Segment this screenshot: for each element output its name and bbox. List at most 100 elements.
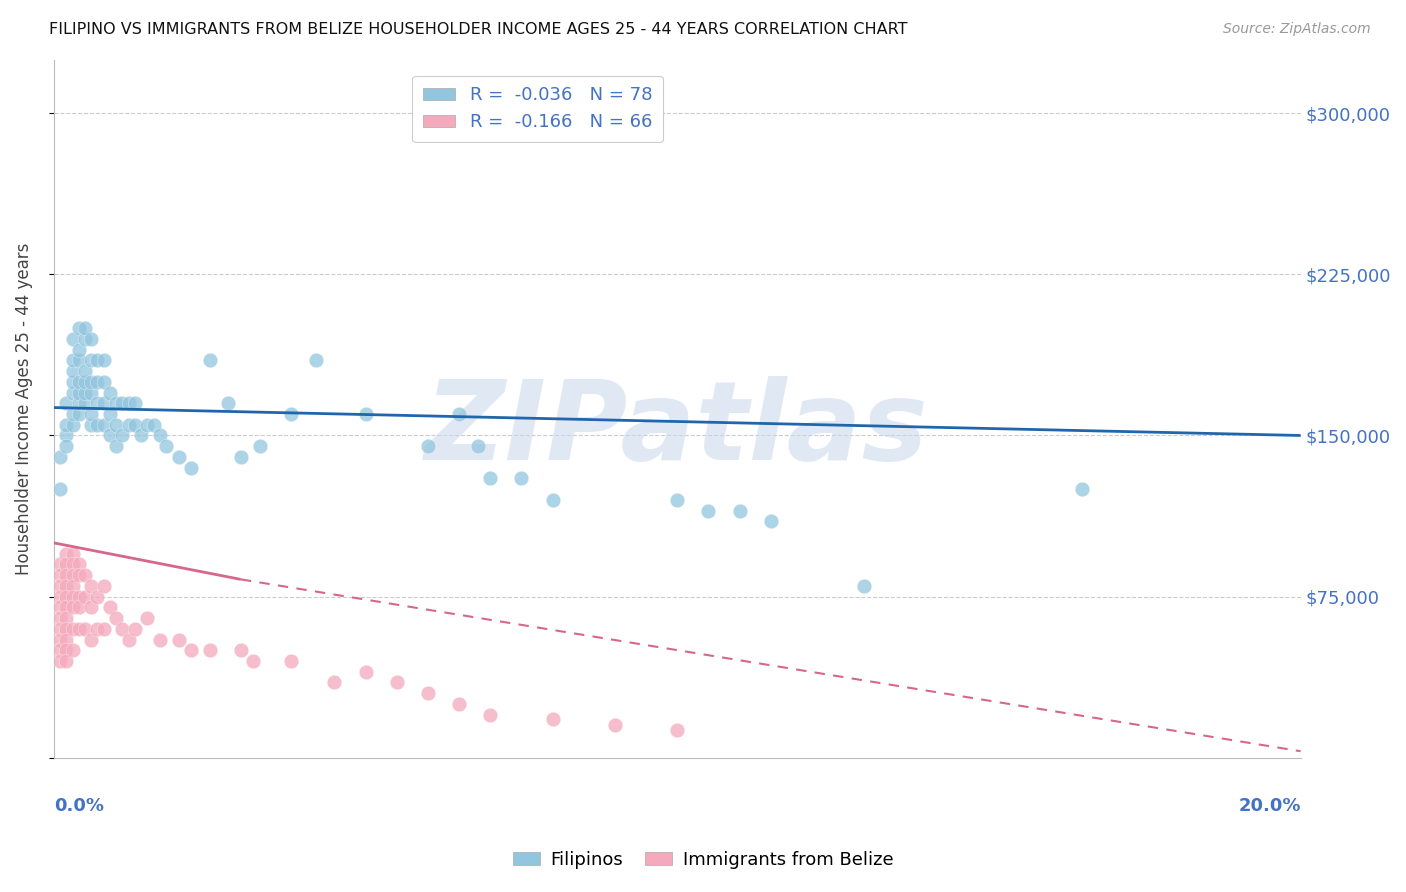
- Text: Source: ZipAtlas.com: Source: ZipAtlas.com: [1223, 22, 1371, 37]
- Point: [217, 396, 239, 410]
- Point: [67, 622, 90, 636]
- Point: [93, 375, 115, 389]
- Point: [49, 600, 72, 615]
- Point: [62, 568, 84, 582]
- Point: [229, 643, 252, 657]
- Point: [67, 407, 90, 421]
- Point: [80, 600, 103, 615]
- Point: [305, 353, 328, 368]
- Point: [55, 632, 77, 647]
- Point: [67, 343, 90, 357]
- Point: [49, 450, 72, 464]
- Point: [62, 558, 84, 572]
- Point: [86, 590, 108, 604]
- Point: [55, 611, 77, 625]
- Point: [86, 622, 108, 636]
- Point: [447, 407, 470, 421]
- Point: [354, 407, 377, 421]
- Point: [93, 579, 115, 593]
- Point: [55, 417, 77, 432]
- Point: [80, 417, 103, 432]
- Point: [111, 396, 134, 410]
- Point: [80, 579, 103, 593]
- Legend: Filipinos, Immigrants from Belize: Filipinos, Immigrants from Belize: [505, 844, 901, 876]
- Point: [62, 375, 84, 389]
- Point: [603, 718, 626, 732]
- Point: [242, 654, 264, 668]
- Point: [49, 611, 72, 625]
- Point: [55, 558, 77, 572]
- Text: FILIPINO VS IMMIGRANTS FROM BELIZE HOUSEHOLDER INCOME AGES 25 - 44 YEARS CORRELA: FILIPINO VS IMMIGRANTS FROM BELIZE HOUSE…: [49, 22, 908, 37]
- Point: [129, 428, 152, 442]
- Point: [62, 547, 84, 561]
- Point: [541, 492, 564, 507]
- Point: [73, 568, 96, 582]
- Point: [666, 723, 689, 737]
- Point: [93, 396, 115, 410]
- Point: [67, 568, 90, 582]
- Point: [117, 396, 139, 410]
- Point: [73, 364, 96, 378]
- Point: [62, 590, 84, 604]
- Point: [479, 707, 502, 722]
- Point: [55, 600, 77, 615]
- Point: [759, 515, 782, 529]
- Text: 20.0%: 20.0%: [1239, 797, 1301, 814]
- Point: [62, 407, 84, 421]
- Point: [354, 665, 377, 679]
- Point: [93, 353, 115, 368]
- Point: [167, 450, 190, 464]
- Point: [67, 558, 90, 572]
- Point: [80, 332, 103, 346]
- Point: [666, 492, 689, 507]
- Point: [62, 643, 84, 657]
- Point: [55, 428, 77, 442]
- Point: [136, 611, 159, 625]
- Text: 0.0%: 0.0%: [53, 797, 104, 814]
- Point: [49, 568, 72, 582]
- Point: [55, 568, 77, 582]
- Point: [49, 643, 72, 657]
- Point: [697, 503, 720, 517]
- Y-axis label: Householder Income Ages 25 - 44 years: Householder Income Ages 25 - 44 years: [15, 243, 32, 574]
- Point: [124, 417, 146, 432]
- Point: [229, 450, 252, 464]
- Point: [73, 396, 96, 410]
- Point: [67, 396, 90, 410]
- Point: [80, 385, 103, 400]
- Point: [67, 385, 90, 400]
- Point: [62, 579, 84, 593]
- Point: [49, 632, 72, 647]
- Point: [49, 558, 72, 572]
- Point: [62, 385, 84, 400]
- Point: [510, 471, 533, 485]
- Point: [49, 590, 72, 604]
- Point: [124, 622, 146, 636]
- Point: [111, 622, 134, 636]
- Point: [416, 439, 439, 453]
- Point: [73, 321, 96, 335]
- Point: [49, 654, 72, 668]
- Point: [55, 396, 77, 410]
- Point: [155, 439, 177, 453]
- Point: [55, 439, 77, 453]
- Point: [62, 622, 84, 636]
- Point: [447, 697, 470, 711]
- Point: [180, 643, 202, 657]
- Point: [80, 407, 103, 421]
- Point: [55, 547, 77, 561]
- Point: [105, 439, 128, 453]
- Point: [149, 428, 172, 442]
- Point: [167, 632, 190, 647]
- Point: [149, 632, 172, 647]
- Point: [198, 643, 221, 657]
- Point: [105, 611, 128, 625]
- Point: [55, 622, 77, 636]
- Point: [55, 654, 77, 668]
- Point: [86, 417, 108, 432]
- Point: [86, 353, 108, 368]
- Point: [62, 600, 84, 615]
- Point: [80, 375, 103, 389]
- Point: [80, 632, 103, 647]
- Point: [62, 353, 84, 368]
